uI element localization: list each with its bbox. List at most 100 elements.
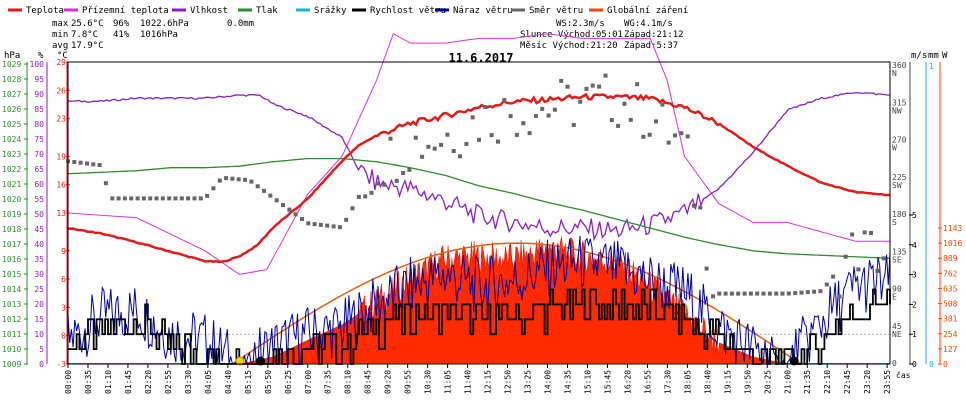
x-tick-label-9: 05:15 [244,370,253,394]
wind-dir-point [698,205,703,210]
wind-dir-point [850,232,855,237]
wind-dir-point [394,178,399,183]
wind-dir-point [799,290,804,295]
wind-dir-point [300,217,304,221]
stat-sunset: Západ:21:12 [624,30,684,40]
x-tick-label-31: 18:05 [683,370,692,394]
wind-dir-point [824,282,829,287]
c-tick-5: 13 [56,209,66,218]
wind-dir-point [660,102,665,107]
c-tick-3: 19 [56,152,66,161]
x-tick-label-28: 16:20 [623,370,632,394]
c-tick-7: 6 [61,275,66,284]
series-pressure [67,157,891,259]
pct-tick-8: 60 [34,180,44,189]
w-tick-0: 1143 [943,224,962,233]
wind-dir-point [312,222,317,227]
wind-dir-point [407,167,412,172]
x-tick-label-22: 12:50 [504,370,513,394]
wind-dir-point [843,254,848,259]
x-tick-label-37: 21:35 [803,370,812,394]
wind-dir-point [451,149,456,153]
wind-dir-point [337,225,342,230]
c-tick-8: 3 [61,303,66,312]
w-tick-6: 381 [943,315,958,324]
hpa-tick-0: 1029 [2,60,21,69]
hpa-tick-8: 1021 [2,180,21,189]
wind-dir-point [97,163,102,167]
x-tick-label-3: 01:45 [124,370,133,394]
w-tick-5: 508 [943,300,958,309]
legend-label-7: Směr větru [529,6,583,16]
x-axis: 00:00 00:35 01:10 01:45 02:20 02:55 03:30 04:05… [64,364,892,394]
axis-title-pct: % [38,51,44,61]
stat-min-label: min [52,30,68,40]
wind-dir-point [356,194,361,199]
x-tick-label-10: 05:50 [264,370,273,394]
wind-dir-point [148,196,153,201]
wind-dir-point [122,196,127,201]
wind-dir-point [318,222,323,227]
hpa-tick-14: 1015 [2,270,21,279]
wind-dir-point [388,136,393,141]
axis-title-ms: m/s [911,51,927,61]
wind-dir-point [736,291,741,296]
c-tick-1: 26 [56,86,66,95]
hpa-tick-3: 1026 [2,105,21,114]
wind-dir-point [243,177,247,182]
ms-tick-3: 2 [912,300,917,309]
wind-dir-point [281,203,285,207]
moonset-marker [255,356,265,366]
dir-tick-5: SE [892,255,902,264]
wind-dir-point [590,83,595,88]
wind-dir-point [186,196,191,201]
x-tick-label-12: 07:00 [304,370,313,394]
wind-dir-point [679,131,684,136]
hpa-tick-18: 1011 [2,330,21,339]
pct-tick-3: 85 [34,105,44,114]
x-axis-label: čas [896,370,911,380]
hpa-tick-4: 1025 [2,120,21,129]
wind-dir-point [521,121,526,126]
legend-label-4: Srážky [314,6,347,16]
w-tick-3: 762 [943,269,958,278]
x-tick-label-34: 19:50 [743,370,752,394]
hpa-tick-6: 1023 [2,150,21,159]
wind-dir-point [628,117,633,122]
x-tick-label-0: 00:00 [64,370,73,394]
stat-min-temp: 7.8°C [71,30,98,40]
ms-tick-2: 3 [912,271,917,280]
wind-dir-point [869,231,873,235]
wind-dir-point [856,267,861,272]
wind-dir-point [268,193,273,198]
series-humidity [67,92,891,242]
wind-dir-point [755,291,760,296]
c-tick-2: 23 [56,115,66,124]
x-tick-label-33: 19:15 [723,370,732,394]
legend-label-8: Globální záření [607,6,688,16]
wind-dir-point [647,132,652,137]
wind-dir-point [72,160,77,164]
stat-max-hum: 96% [113,19,130,29]
hpa-tick-19: 1010 [2,345,21,354]
wind-dir-point [464,141,469,146]
wind-dir-point [559,78,564,83]
wind-dir-point [767,291,772,296]
x-tick-label-41: 23:55 [883,370,892,394]
deg-tick-3: 225 [892,173,907,182]
x-tick-label-29: 16:55 [643,370,652,394]
series-wind-gust [67,235,891,366]
x-tick-label-24: 14:00 [544,370,553,394]
wind-dir-point [805,290,810,295]
stat-avg-label: avg [52,41,68,51]
wind-dir-point [470,115,475,120]
wind-dir-point [654,119,658,124]
wind-dir-point [382,182,387,187]
plot-frame [67,61,891,365]
x-tick-label-27: 15:45 [603,370,612,394]
wind-dir-point [325,223,330,228]
dir-tick-6: E [892,293,897,302]
wind-dir-point [249,179,254,184]
wind-dir-point [350,206,355,211]
wind-dir-point [363,194,368,199]
